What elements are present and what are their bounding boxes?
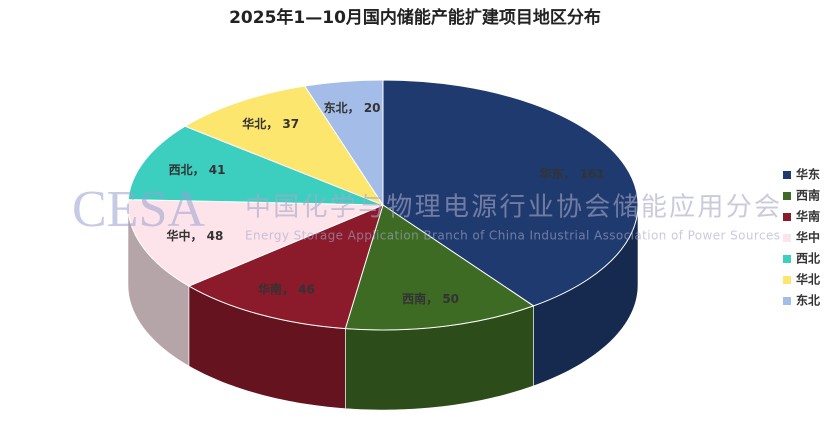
legend-label: 华东 — [796, 167, 820, 182]
slice — [187, 204, 384, 330]
legend-swatch — [783, 276, 791, 284]
legend-swatch — [783, 171, 791, 179]
slice — [303, 79, 384, 207]
data-label: 华南， 46 — [258, 282, 315, 297]
watermark-name: 中国化学与物理电源行业协会储能应用分会 — [245, 193, 780, 223]
data-label: 华北， 37 — [242, 116, 299, 131]
legend-label: 西南 — [796, 188, 820, 203]
slice — [127, 125, 384, 206]
data-label: 东北， 20 — [324, 100, 381, 115]
legend-label: 西北 — [796, 251, 820, 266]
legend-label: 华中 — [796, 230, 820, 245]
slice — [127, 199, 384, 287]
data-label: 西南， 50 — [402, 291, 459, 306]
watermark-logo: CESA — [72, 181, 205, 238]
slice — [382, 79, 639, 307]
legend-swatch — [783, 255, 791, 263]
slice — [344, 204, 535, 331]
legend-label: 华南 — [796, 209, 820, 224]
data-label: 华中， 48 — [166, 228, 223, 243]
legend-swatch — [783, 213, 791, 221]
data-label: 西北， 41 — [169, 162, 226, 177]
legend-swatch — [783, 297, 791, 305]
legend-label: 东北 — [796, 293, 820, 308]
data-label: 华东， 161 — [539, 166, 604, 181]
legend-label: 华北 — [796, 272, 820, 287]
legend-swatch — [783, 192, 791, 200]
slice — [183, 85, 385, 207]
watermark-english: Energy Storage Application Branch of Chi… — [245, 229, 780, 243]
legend-swatch — [783, 234, 791, 242]
chart-title: 2025年1—10月国内储能产能扩建项目地区分布 — [229, 7, 601, 28]
